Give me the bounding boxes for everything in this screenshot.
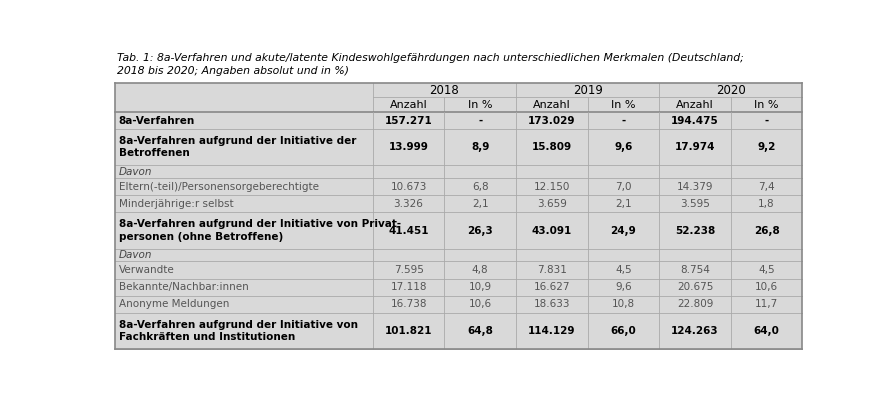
- Text: 15.809: 15.809: [531, 142, 571, 152]
- Text: 14.379: 14.379: [676, 182, 713, 192]
- Text: 10,8: 10,8: [611, 299, 634, 309]
- Text: 3.659: 3.659: [536, 199, 566, 209]
- Text: 173.029: 173.029: [527, 115, 575, 126]
- Text: 10.673: 10.673: [390, 182, 426, 192]
- Text: 41.451: 41.451: [388, 225, 428, 236]
- Text: Verwandte: Verwandte: [119, 265, 174, 275]
- Text: Anzahl: Anzahl: [675, 100, 713, 110]
- Text: 64,8: 64,8: [467, 326, 493, 336]
- Text: In %: In %: [611, 100, 635, 110]
- Text: 7,4: 7,4: [757, 182, 774, 192]
- Bar: [114, 195, 802, 212]
- Text: Fachkräften und Institutionen: Fachkräften und Institutionen: [119, 332, 295, 342]
- Text: 26,3: 26,3: [467, 225, 493, 236]
- Bar: [114, 112, 802, 129]
- Text: 8,9: 8,9: [470, 142, 489, 152]
- Text: Anonyme Meldungen: Anonyme Meldungen: [119, 299, 229, 309]
- Bar: [114, 249, 802, 262]
- Text: Betroffenen: Betroffenen: [119, 148, 190, 158]
- Text: personen (ohne Betroffene): personen (ohne Betroffene): [119, 232, 283, 242]
- Text: 4,5: 4,5: [757, 265, 774, 275]
- Text: 7,0: 7,0: [614, 182, 631, 192]
- Text: 12.150: 12.150: [533, 182, 569, 192]
- Text: 2020: 2020: [715, 84, 745, 97]
- Text: 24,9: 24,9: [610, 225, 636, 236]
- Text: 157.271: 157.271: [384, 115, 432, 126]
- Text: 101.821: 101.821: [384, 326, 432, 336]
- Text: Davon: Davon: [119, 250, 152, 260]
- Text: 10,6: 10,6: [755, 282, 777, 292]
- Text: -: -: [477, 115, 482, 126]
- Text: 16.627: 16.627: [533, 282, 569, 292]
- Text: 16.738: 16.738: [390, 299, 426, 309]
- Text: 18.633: 18.633: [533, 299, 569, 309]
- Text: 3.595: 3.595: [679, 199, 709, 209]
- Text: 8.754: 8.754: [679, 265, 709, 275]
- Text: 2,1: 2,1: [614, 199, 631, 209]
- Text: In %: In %: [468, 100, 492, 110]
- Text: Bekannte/Nachbar:innen: Bekannte/Nachbar:innen: [119, 282, 249, 292]
- Text: 8a-Verfahren aufgrund der Initiative von: 8a-Verfahren aufgrund der Initiative von: [119, 320, 358, 330]
- Bar: [114, 83, 802, 112]
- Text: 2,1: 2,1: [471, 199, 488, 209]
- Text: 4,8: 4,8: [471, 265, 488, 275]
- Bar: [114, 212, 802, 249]
- Text: 9,2: 9,2: [756, 142, 775, 152]
- Text: 3.326: 3.326: [393, 199, 423, 209]
- Text: 26,8: 26,8: [753, 225, 779, 236]
- Text: Eltern(-teil)/Personensorgeberechtigte: Eltern(-teil)/Personensorgeberechtigte: [119, 182, 318, 192]
- Text: In %: In %: [754, 100, 778, 110]
- Text: 2018: 2018: [429, 84, 459, 97]
- Text: 7.595: 7.595: [393, 265, 423, 275]
- Bar: [114, 129, 802, 165]
- Text: 17.118: 17.118: [390, 282, 426, 292]
- Text: Minderjährige:r selbst: Minderjährige:r selbst: [119, 199, 233, 209]
- Text: 8a-Verfahren aufgrund der Initiative der: 8a-Verfahren aufgrund der Initiative der: [119, 136, 356, 146]
- Text: 22.809: 22.809: [676, 299, 713, 309]
- Text: 2018 bis 2020; Angaben absolut und in %): 2018 bis 2020; Angaben absolut und in %): [116, 66, 348, 76]
- Text: 7.831: 7.831: [536, 265, 566, 275]
- Text: Davon: Davon: [119, 167, 152, 177]
- Text: 10,9: 10,9: [468, 282, 491, 292]
- Text: 4,5: 4,5: [614, 265, 631, 275]
- Text: 194.475: 194.475: [670, 115, 718, 126]
- Text: Tab. 1: 8a-Verfahren und akute/latente Kindeswohlgefährdungen nach unterschiedli: Tab. 1: 8a-Verfahren und akute/latente K…: [116, 54, 742, 63]
- Text: 9,6: 9,6: [614, 282, 631, 292]
- Text: 9,6: 9,6: [613, 142, 632, 152]
- Text: 17.974: 17.974: [674, 142, 714, 152]
- Text: -: -: [620, 115, 625, 126]
- Text: 43.091: 43.091: [531, 225, 571, 236]
- Text: 8a-Verfahren: 8a-Verfahren: [119, 115, 195, 126]
- Bar: [114, 296, 802, 313]
- Text: 66,0: 66,0: [610, 326, 636, 336]
- Text: -: -: [763, 115, 768, 126]
- Text: 52.238: 52.238: [674, 225, 714, 236]
- Bar: [114, 262, 802, 279]
- Text: Anzahl: Anzahl: [532, 100, 570, 110]
- Text: 8a-Verfahren aufgrund der Initiative von Privat-: 8a-Verfahren aufgrund der Initiative von…: [119, 219, 401, 229]
- Bar: [114, 313, 802, 349]
- Text: 124.263: 124.263: [670, 326, 718, 336]
- Text: 64,0: 64,0: [753, 326, 779, 336]
- Text: 6,8: 6,8: [471, 182, 488, 192]
- Text: 11,7: 11,7: [755, 299, 778, 309]
- Text: 10,6: 10,6: [468, 299, 491, 309]
- Text: 20.675: 20.675: [676, 282, 713, 292]
- Text: 13.999: 13.999: [388, 142, 428, 152]
- Text: Anzahl: Anzahl: [389, 100, 427, 110]
- Bar: [114, 279, 802, 296]
- Text: 2019: 2019: [572, 84, 602, 97]
- Bar: [114, 165, 802, 178]
- Text: 1,8: 1,8: [757, 199, 774, 209]
- Text: 114.129: 114.129: [527, 326, 575, 336]
- Bar: [114, 178, 802, 195]
